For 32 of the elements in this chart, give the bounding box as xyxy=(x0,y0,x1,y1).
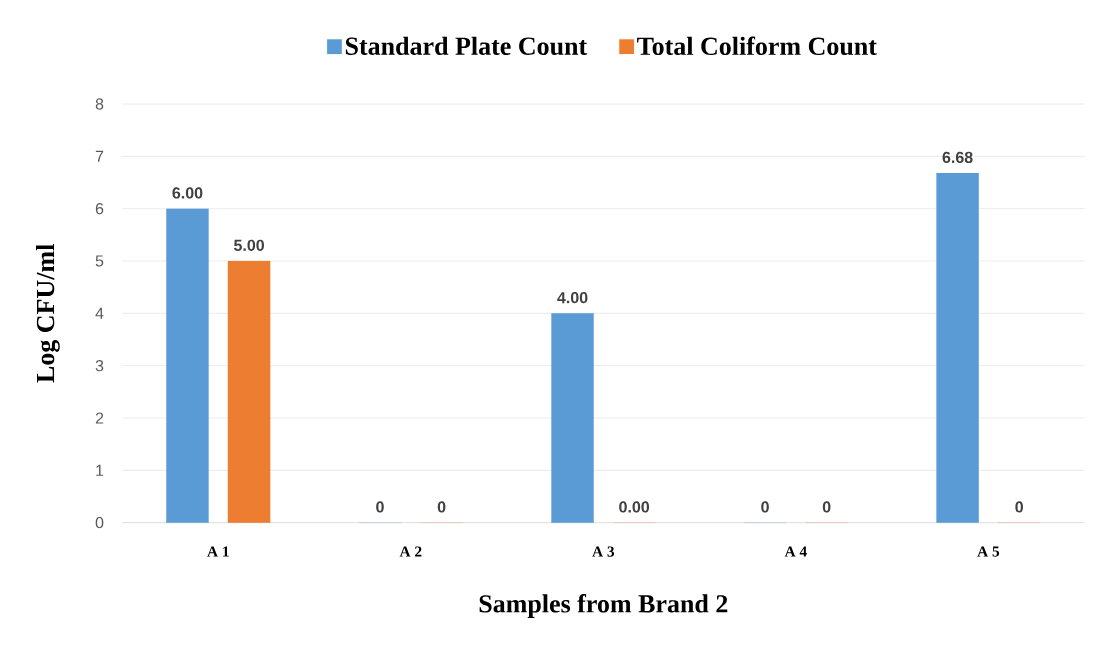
x-tick-label: A 2 xyxy=(399,546,422,557)
data-label: 0 xyxy=(437,501,446,513)
data-label: 0 xyxy=(761,501,769,513)
x-axis-title: Samples from Brand 2 xyxy=(479,594,728,618)
data-label: 6.00 xyxy=(172,187,203,199)
x-tick-label: A 4 xyxy=(784,546,807,557)
y-tick-label: 5 xyxy=(95,255,104,267)
data-label: 0 xyxy=(376,501,384,513)
y-tick-label: 7 xyxy=(95,150,104,162)
data-label: 0.00 xyxy=(619,501,650,513)
x-tick-label: A 5 xyxy=(977,546,1000,557)
data-label: 4.00 xyxy=(557,291,588,304)
legend-label: Standard Plate Count xyxy=(345,36,588,55)
x-tick-label: A 3 xyxy=(592,546,615,557)
y-tick-label: 2 xyxy=(95,412,104,424)
y-axis-title: Log CFU/ml xyxy=(36,244,60,383)
y-tick-label: 8 xyxy=(95,98,104,110)
data-label: 5.00 xyxy=(234,239,264,251)
data-label: 6.68 xyxy=(942,151,973,164)
y-tick-label: 0 xyxy=(95,516,104,529)
data-label: 0 xyxy=(1015,501,1023,513)
y-tick-label: 3 xyxy=(95,360,104,372)
y-tick-label: 4 xyxy=(95,307,104,319)
y-tick-label: 1 xyxy=(96,464,104,476)
x-tick-label: A 1 xyxy=(207,546,229,557)
y-tick-label: 6 xyxy=(95,203,104,215)
legend-label: Total Coliform Count xyxy=(637,36,877,56)
data-label: 0 xyxy=(822,501,831,513)
bar xyxy=(166,208,209,523)
bar xyxy=(551,313,594,523)
bar xyxy=(936,173,979,523)
bar xyxy=(227,260,271,523)
